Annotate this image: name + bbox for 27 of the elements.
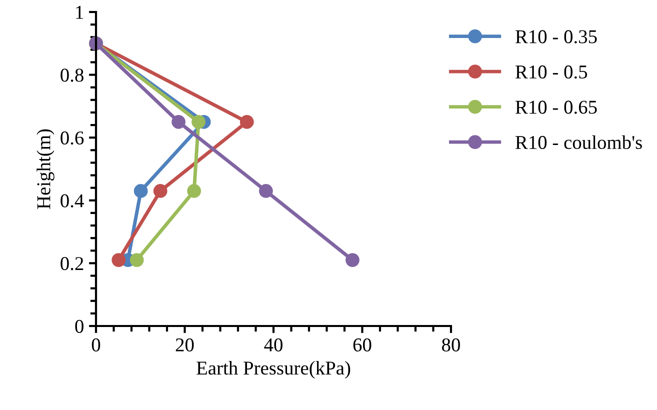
y-tick-label: 0: [75, 320, 84, 333]
y-tick-label: 0.4: [60, 194, 84, 208]
legend-label: R10 - coulomb's: [515, 135, 642, 150]
x-tick-label: 20: [176, 338, 194, 352]
y-tick-label: 0.8: [60, 68, 84, 82]
x-tick-label: 80: [442, 338, 460, 352]
point: [172, 114, 186, 129]
y-tick-label: 0.2: [60, 257, 84, 270]
x-tick-label: 40: [264, 338, 282, 352]
x-tick-label: 0: [92, 338, 100, 352]
legend-label: R10 - 0.65: [515, 100, 597, 114]
point: [112, 253, 126, 268]
x-tick-label: 60: [353, 338, 372, 352]
point: [187, 184, 202, 198]
y-tick-label: 0.6: [60, 131, 84, 145]
legend-label: R10 - 0.5: [515, 65, 588, 79]
point: [192, 114, 206, 129]
point: [153, 184, 168, 198]
point: [134, 184, 148, 198]
point: [130, 253, 144, 268]
y-axis-title: Height(m): [36, 129, 54, 209]
point: [259, 184, 273, 198]
x-axis-title: Earth Pressure(kPa): [196, 360, 350, 379]
point: [346, 253, 360, 268]
point: [240, 114, 254, 129]
legend-label: R10 - 0.35: [515, 30, 597, 44]
y-tick-label: 1: [76, 6, 84, 19]
